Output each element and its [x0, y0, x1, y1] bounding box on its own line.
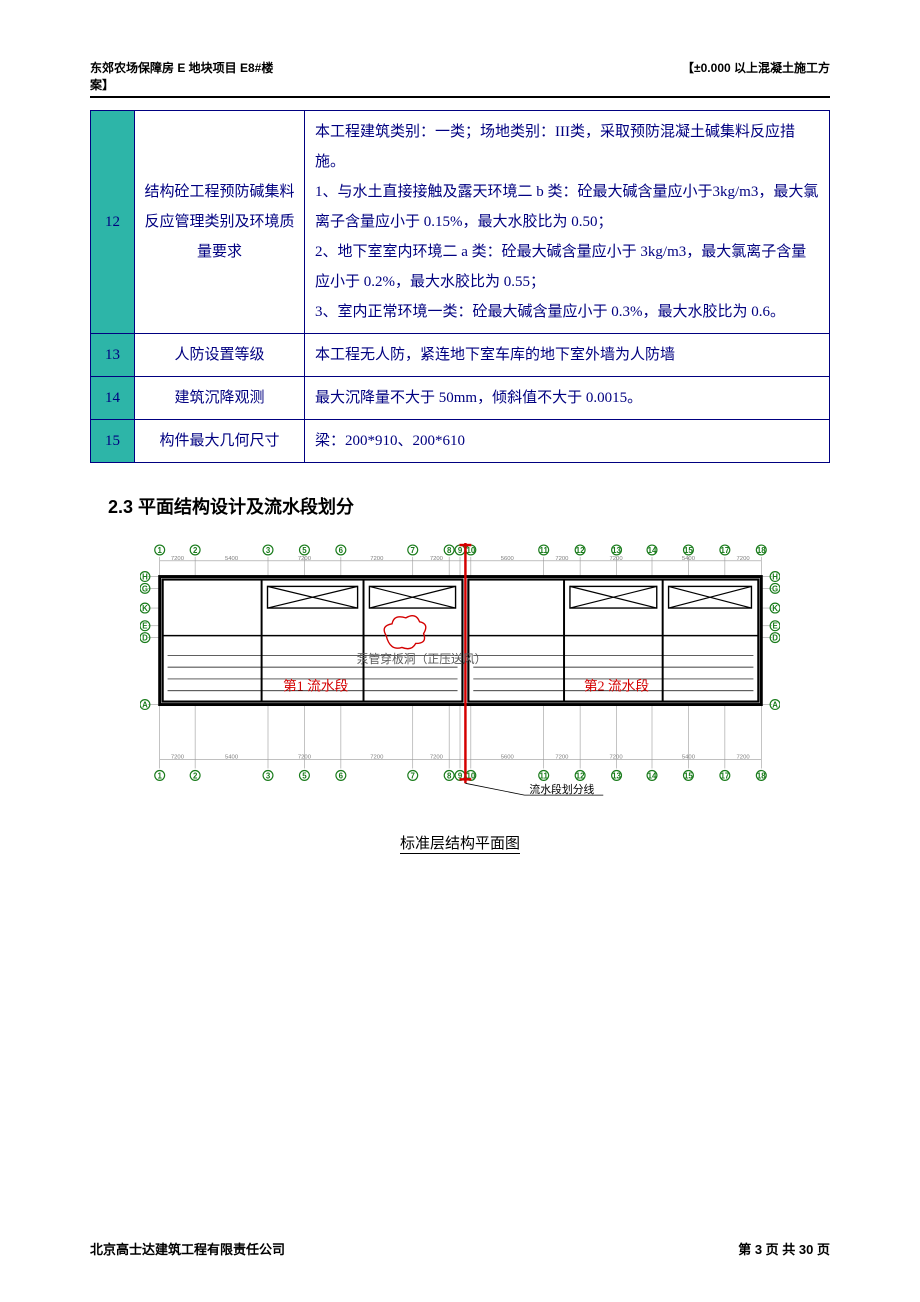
svg-text:17: 17	[720, 546, 729, 555]
svg-text:G: G	[772, 584, 778, 593]
row-index: 13	[91, 333, 135, 376]
svg-text:12: 12	[576, 771, 585, 780]
svg-text:11: 11	[540, 546, 549, 555]
svg-text:E: E	[772, 621, 777, 630]
svg-text:13: 13	[612, 546, 621, 555]
svg-text:14: 14	[648, 771, 657, 780]
row-desc: 本工程建筑类别：一类；场地类别：III类，采取预防混凝土碱集料反应措施。1、与水…	[305, 110, 830, 333]
table-row: 14建筑沉降观测最大沉降量不大于 50mm，倾斜值不大于 0.0015。	[91, 376, 830, 419]
svg-text:18: 18	[757, 771, 766, 780]
row-label: 结构砼工程预防碱集料反应管理类别及环境质量要求	[135, 110, 305, 333]
spec-table-body: 12结构砼工程预防碱集料反应管理类别及环境质量要求本工程建筑类别：一类；场地类别…	[91, 110, 830, 462]
floor-plan-diagram: 1122335566778899101011111212131314141515…	[140, 537, 780, 853]
header-right: 【±0.000 以上混凝土施工方	[682, 60, 830, 94]
svg-text:K: K	[772, 604, 778, 613]
svg-text:D: D	[772, 633, 778, 642]
row-index: 15	[91, 419, 135, 462]
svg-text:5: 5	[302, 771, 307, 780]
svg-text:15: 15	[684, 771, 693, 780]
svg-text:2: 2	[193, 771, 198, 780]
svg-text:7200: 7200	[430, 754, 444, 760]
svg-text:D: D	[142, 633, 148, 642]
svg-text:8: 8	[447, 771, 452, 780]
svg-text:7200: 7200	[737, 555, 751, 561]
table-row: 15构件最大几何尺寸梁：200*910、200*610	[91, 419, 830, 462]
row-desc: 本工程无人防，紧连地下室车库的地下室外墙为人防墙	[305, 333, 830, 376]
svg-text:5600: 5600	[501, 754, 515, 760]
svg-text:13: 13	[612, 771, 621, 780]
svg-text:A: A	[772, 700, 778, 709]
section-heading: 2.3 平面结构设计及流水段划分	[108, 493, 830, 519]
svg-text:10: 10	[466, 546, 475, 555]
svg-text:7200: 7200	[171, 555, 185, 561]
svg-text:15: 15	[684, 546, 693, 555]
svg-text:流水段划分线: 流水段划分线	[529, 782, 594, 796]
svg-text:2: 2	[193, 546, 198, 555]
svg-text:7200: 7200	[555, 754, 569, 760]
svg-text:7200: 7200	[430, 555, 444, 561]
svg-text:3: 3	[266, 546, 271, 555]
svg-text:G: G	[142, 584, 148, 593]
svg-text:E: E	[142, 621, 147, 630]
header-left: 东郊农场保障房 E 地块项目 E8#楼案】	[90, 60, 290, 94]
svg-text:7200: 7200	[610, 555, 624, 561]
footer-page: 第 3 页 共 30 页	[738, 1239, 830, 1258]
svg-text:7200: 7200	[298, 754, 312, 760]
svg-text:5400: 5400	[225, 555, 239, 561]
diagram-caption: 标准层结构平面图	[140, 832, 780, 853]
row-desc: 最大沉降量不大于 50mm，倾斜值不大于 0.0015。	[305, 376, 830, 419]
svg-text:H: H	[142, 572, 148, 581]
row-index: 12	[91, 110, 135, 333]
svg-text:H: H	[772, 572, 778, 581]
row-label: 构件最大几何尺寸	[135, 419, 305, 462]
table-row: 13人防设置等级本工程无人防，紧连地下室车库的地下室外墙为人防墙	[91, 333, 830, 376]
svg-text:11: 11	[540, 771, 549, 780]
page-header: 东郊农场保障房 E 地块项目 E8#楼案】 【±0.000 以上混凝土施工方	[90, 60, 830, 94]
svg-text:1: 1	[158, 771, 163, 780]
svg-text:7200: 7200	[171, 754, 185, 760]
svg-text:8: 8	[447, 546, 452, 555]
svg-text:5400: 5400	[682, 555, 696, 561]
page-footer: 北京高士达建筑工程有限责任公司 第 3 页 共 30 页	[90, 1239, 830, 1258]
svg-text:17: 17	[720, 771, 729, 780]
diagram-root: 1122335566778899101011111212131314141515…	[140, 543, 780, 796]
svg-text:5400: 5400	[682, 754, 696, 760]
svg-text:1: 1	[158, 546, 163, 555]
svg-text:7200: 7200	[370, 555, 384, 561]
svg-text:12: 12	[576, 546, 585, 555]
floor-plan-svg: 1122335566778899101011111212131314141515…	[140, 537, 780, 813]
row-label: 建筑沉降观测	[135, 376, 305, 419]
header-separator	[90, 96, 830, 98]
footer-company: 北京高士达建筑工程有限责任公司	[90, 1239, 285, 1258]
svg-text:9: 9	[458, 546, 463, 555]
svg-text:7200: 7200	[737, 754, 751, 760]
svg-text:7200: 7200	[555, 555, 569, 561]
svg-text:K: K	[142, 604, 148, 613]
svg-text:7200: 7200	[298, 555, 312, 561]
svg-text:7200: 7200	[370, 754, 384, 760]
diagram-caption-text: 标准层结构平面图	[400, 836, 520, 854]
svg-text:7: 7	[411, 771, 416, 780]
svg-text:6: 6	[339, 546, 344, 555]
row-label: 人防设置等级	[135, 333, 305, 376]
svg-text:7200: 7200	[610, 754, 624, 760]
svg-text:泵管穿板洞（正压送风）: 泵管穿板洞（正压送风）	[357, 652, 487, 666]
row-desc: 梁：200*910、200*610	[305, 419, 830, 462]
svg-text:3: 3	[266, 771, 271, 780]
svg-text:第1 流水段: 第1 流水段	[283, 677, 349, 693]
svg-text:A: A	[142, 700, 148, 709]
svg-text:第2 流水段: 第2 流水段	[584, 677, 650, 693]
svg-text:5: 5	[302, 546, 307, 555]
svg-text:6: 6	[339, 771, 344, 780]
svg-text:5400: 5400	[225, 754, 239, 760]
row-index: 14	[91, 376, 135, 419]
svg-text:18: 18	[757, 546, 766, 555]
spec-table: 12结构砼工程预防碱集料反应管理类别及环境质量要求本工程建筑类别：一类；场地类别…	[90, 110, 830, 463]
svg-text:7: 7	[411, 546, 416, 555]
table-row: 12结构砼工程预防碱集料反应管理类别及环境质量要求本工程建筑类别：一类；场地类别…	[91, 110, 830, 333]
svg-text:5600: 5600	[501, 555, 515, 561]
svg-text:14: 14	[648, 546, 657, 555]
